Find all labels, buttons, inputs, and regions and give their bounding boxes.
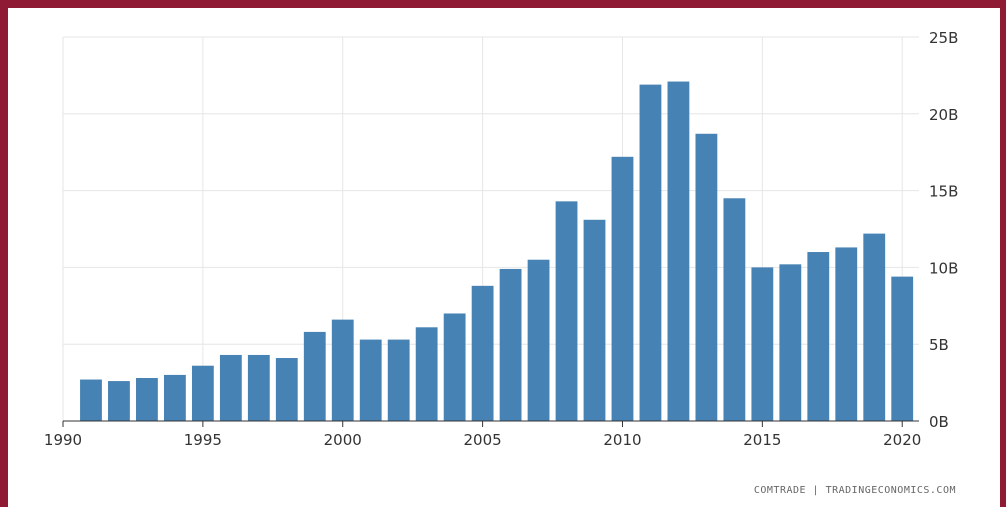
bar-1999 — [303, 331, 326, 421]
x-tick-label: 2020 — [883, 431, 921, 449]
y-tick-label: 0B — [929, 413, 949, 431]
bar-1994 — [163, 374, 186, 421]
x-tick-label: 2015 — [743, 431, 781, 449]
bars — [80, 81, 914, 422]
bar-1995 — [191, 365, 214, 421]
bar-2013 — [695, 133, 718, 421]
bar-2011 — [639, 84, 662, 421]
bar-2003 — [415, 327, 438, 421]
y-tick-label: 5B — [929, 336, 949, 354]
x-tick-label: 2000 — [324, 431, 362, 449]
y-tick-label: 15B — [929, 183, 958, 201]
bar-1992 — [108, 381, 130, 421]
bar-2006 — [499, 268, 522, 421]
x-tick-label: 2010 — [603, 431, 641, 449]
x-tick-label: 1990 — [44, 431, 82, 449]
bar-2012 — [667, 81, 690, 421]
bar-2020 — [891, 276, 914, 421]
bar-2015 — [751, 267, 774, 421]
bar-2000 — [331, 319, 354, 421]
bar-1993 — [136, 377, 158, 421]
chart-frame: 1990 1995 2000 2005 2010 2015 2020 0B 5B 10B 15B 2… — [8, 8, 1000, 507]
bar-2008 — [555, 201, 578, 421]
bar-chart: 1990 1995 2000 2005 2010 2015 2020 0B 5B 10B 15B 2… — [44, 29, 958, 496]
bar-2009 — [583, 219, 606, 421]
y-tick-labels: 0B 5B 10B 15B 20B 25B — [929, 29, 958, 431]
bar-2001 — [359, 339, 382, 421]
y-tick-label: 25B — [929, 29, 958, 47]
x-tick-label: 2005 — [464, 431, 502, 449]
bar-2002 — [387, 339, 410, 421]
bar-2019 — [863, 233, 886, 421]
bar-1998 — [275, 358, 298, 421]
bar-1996 — [219, 354, 242, 421]
bar-1991 — [80, 379, 102, 421]
bar-2017 — [807, 252, 830, 421]
bar-2016 — [779, 264, 802, 421]
bar-2018 — [835, 247, 858, 421]
x-axis — [62, 420, 919, 427]
y-tick-label: 20B — [929, 106, 958, 124]
bar-1997 — [247, 354, 270, 421]
x-tick-labels: 1990 1995 2000 2005 2010 2015 2020 — [44, 431, 921, 449]
bar-2014 — [723, 198, 746, 421]
x-tick-label: 1995 — [184, 431, 222, 449]
y-tick-label: 10B — [929, 259, 958, 277]
bar-2005 — [471, 285, 494, 421]
bar-2007 — [527, 259, 550, 421]
bar-2004 — [443, 313, 466, 421]
bar-2010 — [611, 156, 634, 422]
source-label: COMTRADE | TRADINGECONOMICS.COM — [754, 485, 956, 496]
